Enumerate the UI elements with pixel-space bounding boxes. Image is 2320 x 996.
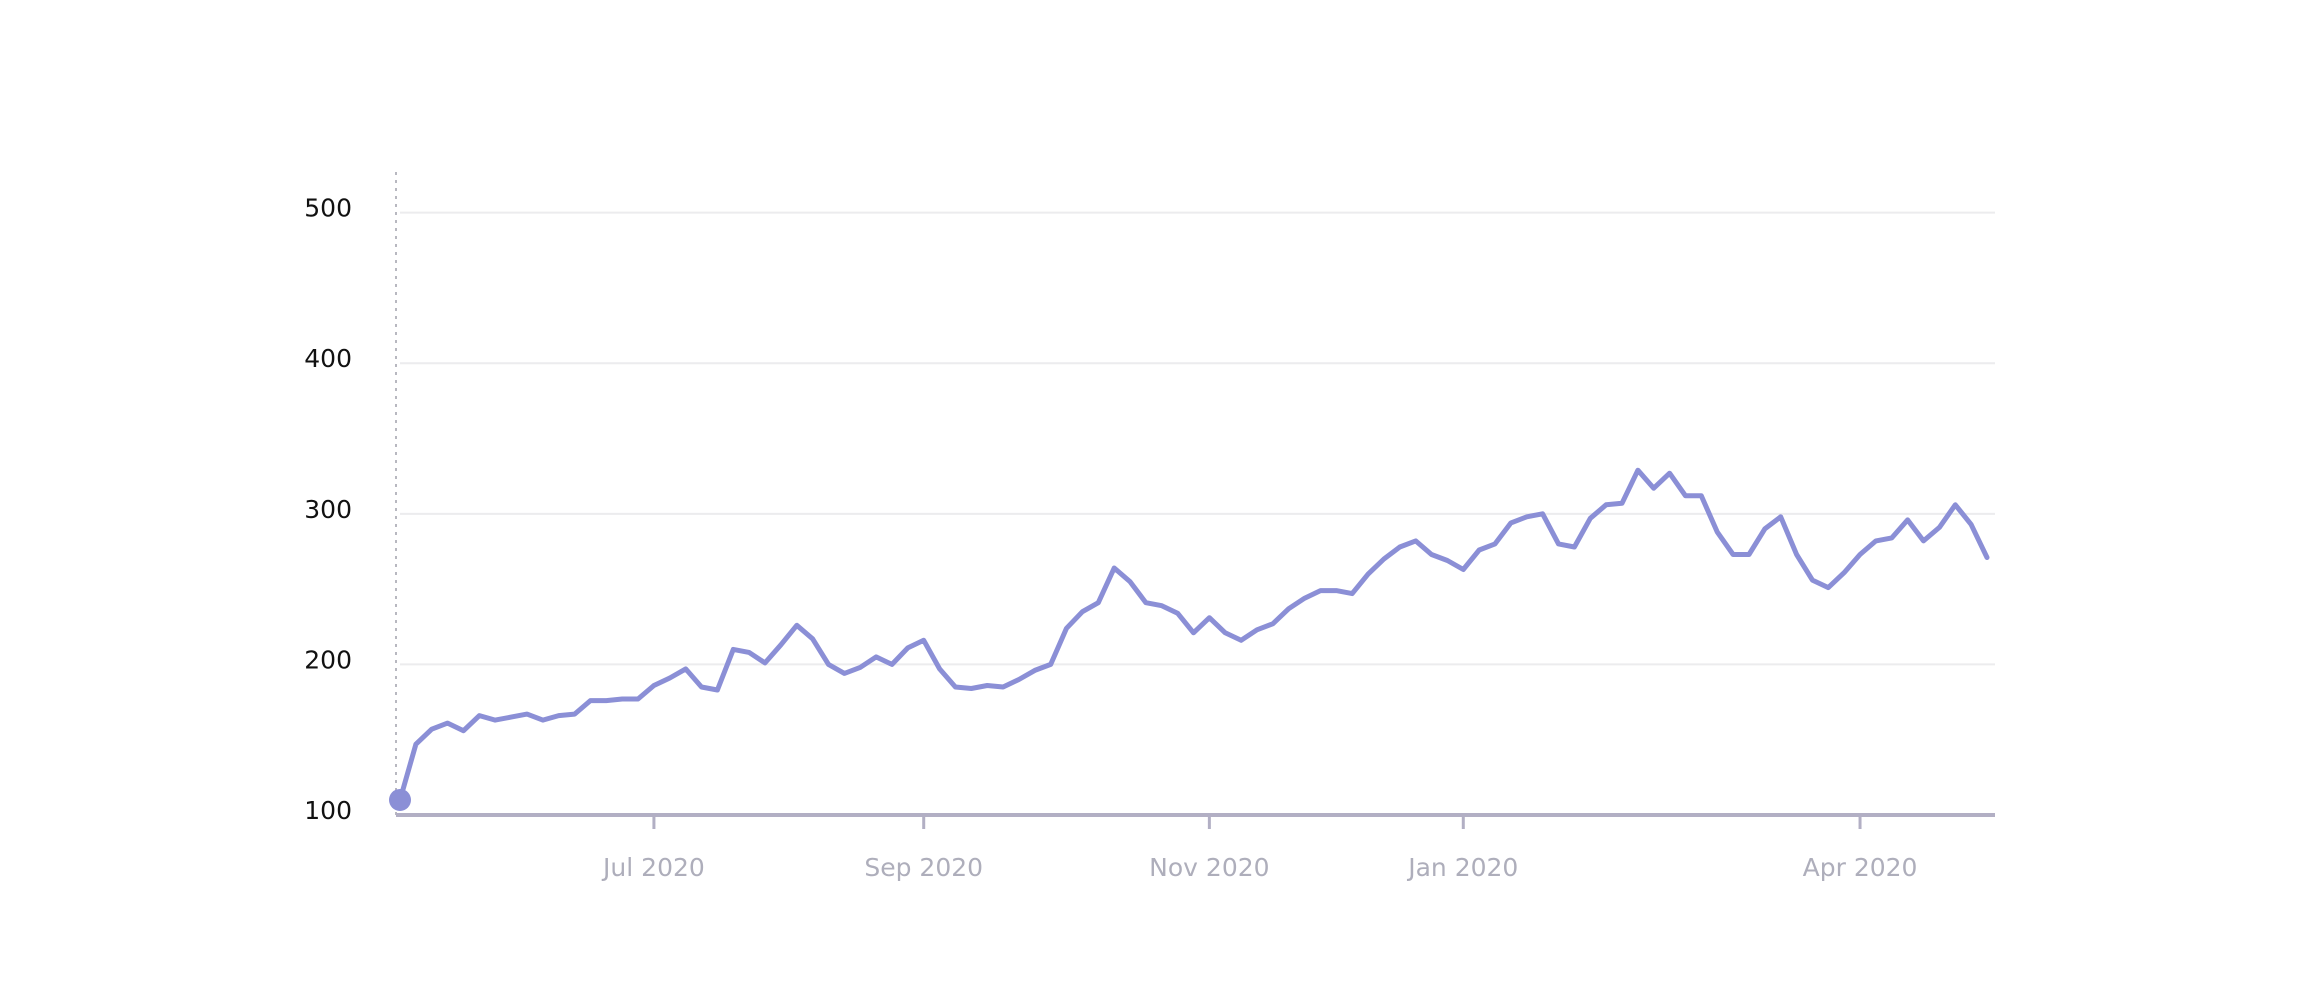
line-series — [397, 467, 1990, 803]
x-tick-label: Jan 2020 — [1406, 853, 1518, 882]
x-tick-label: Sep 2020 — [864, 853, 983, 882]
x-tick-label: Nov 2020 — [1149, 853, 1269, 882]
x-tick-label: Jul 2020 — [601, 853, 705, 882]
y-tick-label: 300 — [304, 495, 352, 524]
y-tick-label: 500 — [304, 194, 352, 223]
y-tick-label: 100 — [304, 796, 352, 825]
x-tick-label: Apr 2020 — [1803, 853, 1918, 882]
y-tick-label: 200 — [304, 645, 352, 674]
y-tick-label: 400 — [304, 344, 352, 373]
start-point — [389, 788, 411, 811]
